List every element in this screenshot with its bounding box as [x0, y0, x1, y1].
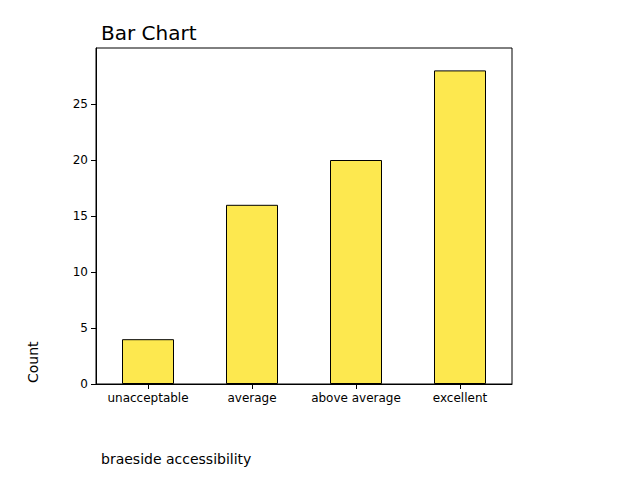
svg-text:20: 20: [73, 153, 88, 167]
svg-text:5: 5: [80, 321, 88, 335]
svg-text:Bar Chart: Bar Chart: [101, 21, 197, 45]
svg-text:excellent: excellent: [433, 391, 488, 405]
svg-text:Count: Count: [25, 341, 41, 383]
svg-text:average: average: [227, 391, 276, 405]
svg-text:braeside accessibility: braeside accessibility: [101, 451, 251, 467]
svg-text:15: 15: [73, 209, 88, 223]
svg-text:0: 0: [80, 377, 88, 391]
svg-text:above average: above average: [311, 391, 401, 405]
svg-text:unacceptable: unacceptable: [107, 391, 188, 405]
svg-text:25: 25: [73, 97, 88, 111]
svg-text:10: 10: [73, 265, 88, 279]
